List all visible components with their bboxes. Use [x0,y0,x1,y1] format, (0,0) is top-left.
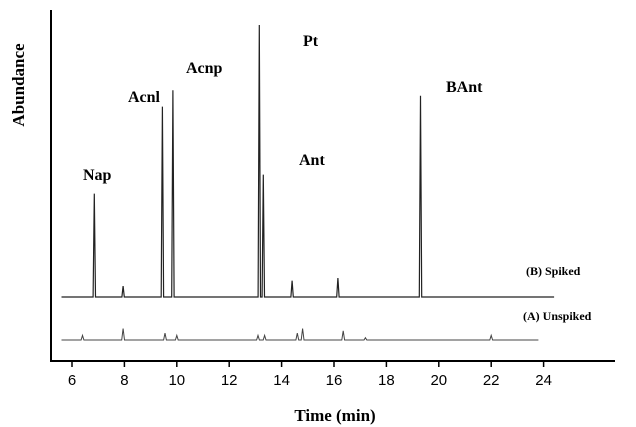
peak-label-nap: Nap [83,167,112,184]
peak-label-acnp: Acnp [186,60,223,77]
y-axis-title: Abundance [9,43,28,127]
series-label-spiked: (B) Spiked [526,264,581,278]
peak-label-bant: BAnt [446,79,483,96]
x-tick-label: 8 [120,372,128,389]
series-line-spiked [61,24,555,298]
x-tick-label: 24 [535,372,552,389]
x-tick-label: 18 [378,372,395,389]
series-label-unspiked: (A) Unspiked [523,309,592,323]
x-tick-label: 20 [430,372,447,389]
x-tick-label: 6 [68,372,76,389]
x-tick-label: 12 [221,372,238,389]
peak-label-pt: Pt [303,33,319,50]
x-tick-label: 14 [273,372,290,389]
plot-frame [50,10,615,362]
peak-label-acnl: Acnl [128,89,161,106]
x-tick-label: 16 [326,372,343,389]
x-axis-ticks: 6 8 10 12 14 16 18 20 22 24 [68,361,552,389]
x-axis-title: Time (min) [294,406,375,425]
series-line-unspiked [61,328,539,341]
peak-label-ant: Ant [299,152,325,169]
x-tick-label: 22 [483,372,500,389]
x-tick-label: 10 [168,372,185,389]
